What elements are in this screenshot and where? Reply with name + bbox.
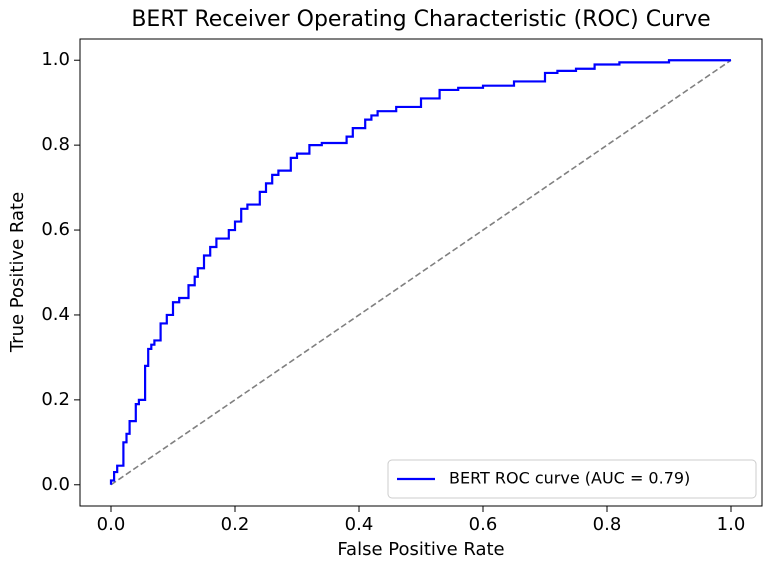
plot-frame: [79, 38, 763, 507]
x-tick-label: 0.0: [97, 514, 126, 535]
y-tick-label: 0.4: [41, 304, 70, 325]
legend: BERT ROC curve (AUC = 0.79): [387, 459, 757, 499]
x-tick-label: 0.6: [469, 514, 498, 535]
y-tick-label: 0.0: [41, 474, 70, 495]
x-tick-label: 1.0: [717, 514, 746, 535]
x-tick-label: 0.8: [593, 514, 622, 535]
y-tick-label: 1.0: [41, 49, 70, 70]
y-axis-label: True Positive Rate: [7, 192, 28, 353]
x-tick-label: 0.4: [345, 514, 374, 535]
roc-line: [110, 59, 732, 486]
legend-box: [387, 459, 757, 499]
roc-line: [109, 59, 731, 485]
chart-title: BERT Receiver Operating Characteristic (…: [131, 7, 710, 32]
y-tick-label: 0.6: [41, 219, 70, 240]
y-tick-label: 0.8: [41, 134, 70, 155]
y-tick-label: 0.2: [41, 389, 70, 410]
x-tick-label: 0.2: [221, 514, 250, 535]
x-axis-label: False Positive Rate: [337, 539, 504, 560]
legend-label: BERT ROC curve (AUC = 0.79): [449, 469, 690, 488]
